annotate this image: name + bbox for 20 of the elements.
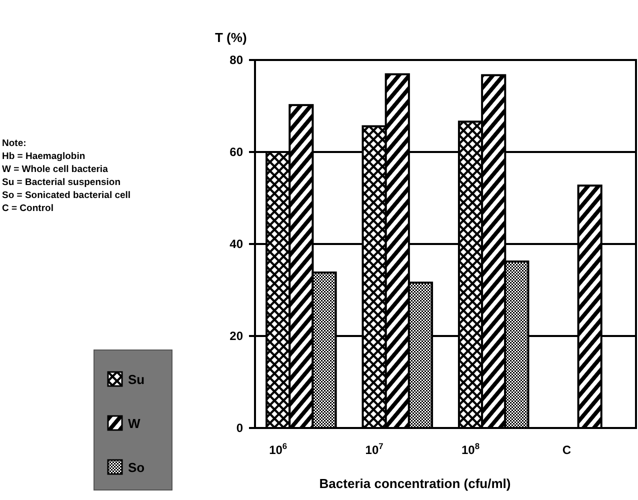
y-tick-label: 80 <box>230 53 244 68</box>
text: Note: <box>2 138 26 149</box>
text: C = Control <box>2 203 54 214</box>
y-tick-label: 60 <box>230 145 244 160</box>
text: So = Sonicated bacterial cell <box>2 190 131 201</box>
x-tick-label: 10$^{7}$ <box>365 441 384 457</box>
x-tick-label: 10$^{6}$ <box>269 441 288 457</box>
legend-label: Su <box>128 372 145 387</box>
text: Su = Bacterial suspension <box>2 177 121 188</box>
legend-label: W <box>128 416 141 431</box>
text: Hb = Haemaglobin <box>2 151 86 162</box>
y-tick-label: 40 <box>230 237 244 252</box>
y-tick-label: 0 <box>236 421 244 436</box>
x-tick-label: C <box>562 443 572 457</box>
x-axis-title: Bacteria concentration (cfu/ml) <box>319 476 511 491</box>
text: W = Whole cell bacteria <box>2 164 109 175</box>
y-tick-label: 20 <box>230 329 244 344</box>
x-tick-label: 10$^{8}$ <box>462 441 480 457</box>
legend-label: So <box>128 460 145 475</box>
y-axis-title: T (%) <box>215 30 247 45</box>
